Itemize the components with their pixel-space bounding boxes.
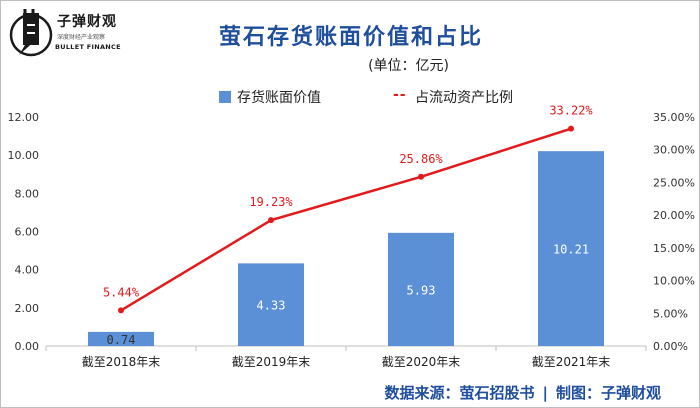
footer-separator: | (542, 384, 548, 402)
x-tick-label: 截至2021年末 (532, 355, 611, 369)
y-tick-label: 0.00 (15, 340, 40, 353)
footer-source: 数据来源：萤石招股书 (384, 384, 535, 402)
unit-label: (单位：亿元) (368, 58, 449, 74)
y2-tick-label: 0.00% (653, 340, 688, 353)
line-point (118, 307, 124, 314)
bar-value-label: 10.21 (553, 243, 589, 257)
legend-bar-label: 存货账面价值 (237, 90, 321, 106)
line-value-label: 25.86% (399, 152, 443, 166)
line-point (418, 173, 424, 180)
chart-footer: 数据来源：萤石招股书 | 制图：子弹财观 (384, 382, 661, 403)
y2-tick-label: 10.00% (653, 275, 695, 288)
line-value-label: 19.23% (249, 195, 293, 209)
brand-logo: 子弹财观 深度财经产业观察 BULLET FINANCE (7, 5, 127, 61)
legend-line-swatch: -- (393, 87, 407, 103)
line-point (268, 217, 274, 224)
ratio-line (120, 127, 572, 312)
y-tick-label: 8.00 (15, 187, 40, 200)
footer-credit: 制图：子弹财观 (555, 384, 661, 402)
y2-tick-label: 15.00% (653, 242, 695, 255)
bar (88, 331, 154, 346)
x-tick-label: 截至2019年末 (232, 355, 311, 369)
brand-name: 子弹财观 (57, 14, 117, 30)
line-value-label: 5.44% (103, 285, 140, 299)
chart-legend: 存货账面价值 -- 占流动资产比例 (1, 87, 700, 107)
y2-tick-label: 5.00% (653, 307, 688, 320)
x-tick-label: 截至2020年末 (382, 355, 461, 369)
x-tick-label: 截至2018年末 (82, 355, 161, 369)
brand-english: BULLET FINANCE (55, 43, 121, 51)
y2-tick-label: 30.00% (653, 144, 695, 157)
y2-tick-label: 20.00% (653, 209, 695, 222)
legend-line-label: 占流动资产比例 (415, 90, 513, 106)
line-value-label: 33.22% (549, 104, 593, 118)
bar-value-label: 5.93 (407, 283, 436, 297)
bullet-logo-icon (9, 9, 53, 57)
bar (538, 151, 604, 346)
bar (238, 263, 304, 346)
bar (388, 232, 454, 346)
line-point (568, 125, 574, 132)
legend-bar-swatch (219, 91, 231, 103)
chart-title: 萤石存货账面价值和占比 (218, 25, 483, 50)
bar-value-label: 4.33 (257, 299, 286, 313)
y2-tick-label: 25.00% (653, 176, 695, 189)
y-tick-label: 2.00 (15, 302, 40, 315)
y-tick-label: 12.00 (8, 111, 40, 124)
y2-tick-label: 35.00% (653, 111, 695, 124)
y-tick-label: 4.00 (15, 264, 40, 277)
y-tick-label: 6.00 (15, 226, 40, 239)
bar-value-label: 0.74 (107, 333, 136, 347)
brand-slogan: 深度财经产业观察 (57, 34, 106, 41)
y-tick-label: 10.00 (8, 149, 40, 162)
